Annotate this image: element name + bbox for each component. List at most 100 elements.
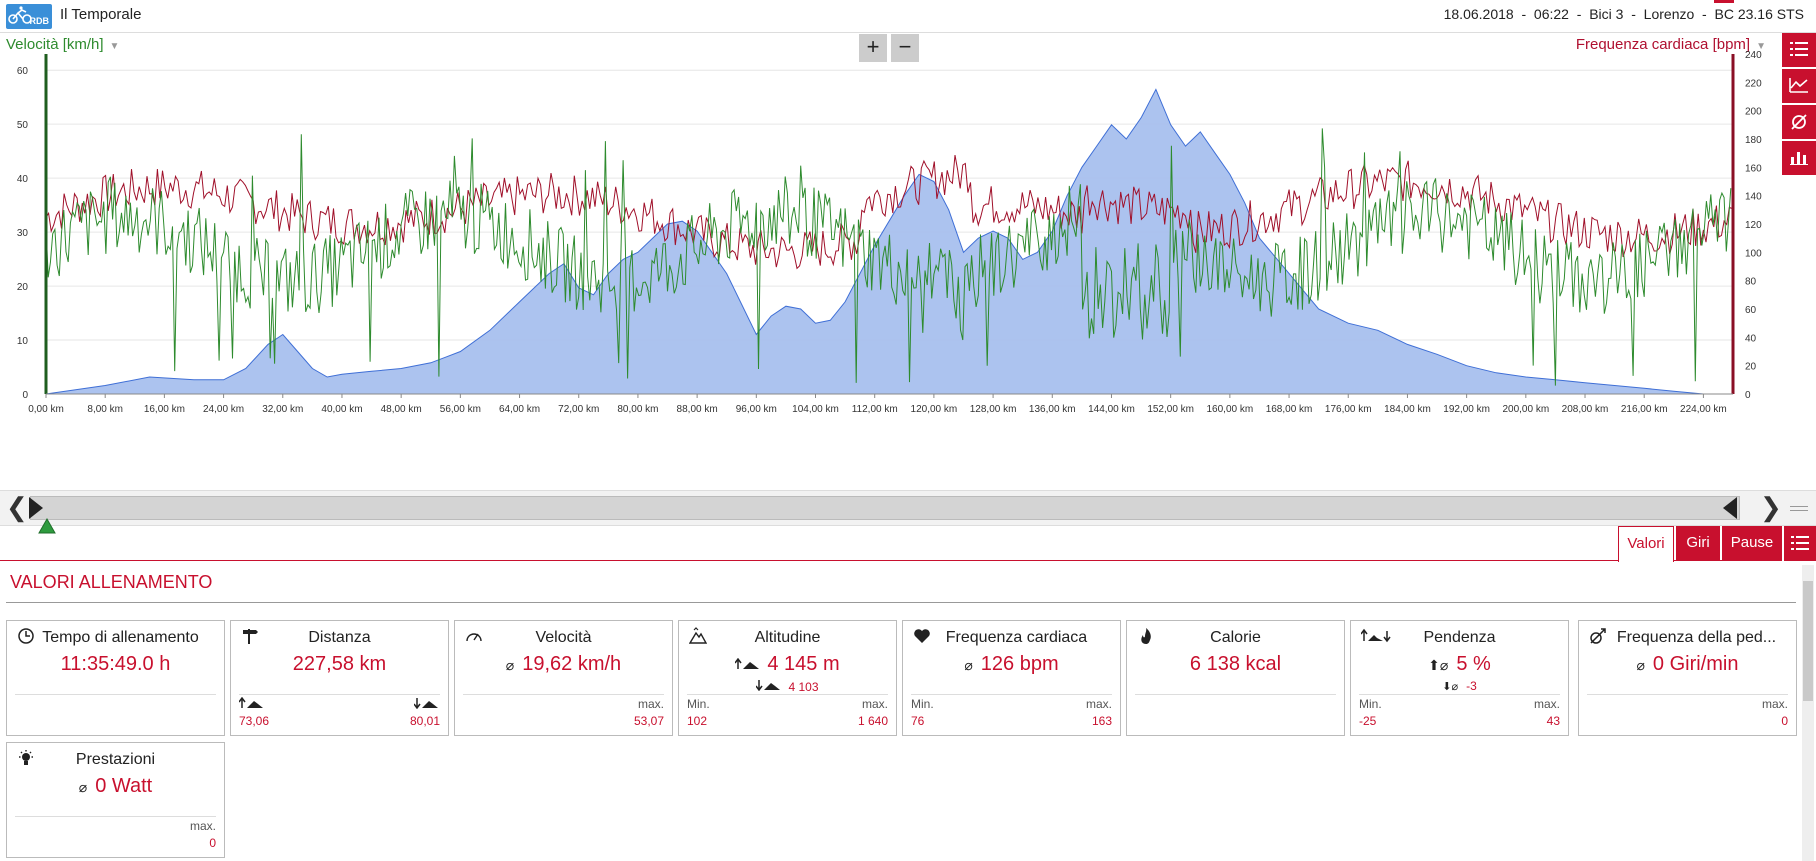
section-divider	[6, 602, 1796, 603]
right-axis-title: Frequenza cardiaca [bpm]	[1575, 36, 1751, 53]
drag-handle-icon[interactable]	[1790, 506, 1808, 511]
max-value: 43	[1546, 714, 1560, 728]
y-left-tick-label: 40	[17, 174, 29, 185]
card-heart-rate[interactable]: Frequenza cardiaca ⌀ 126 bpm Min. max. 76…	[902, 620, 1121, 736]
x-tick-label: 216,00 km	[1621, 404, 1668, 415]
page-scrollbar[interactable]	[1802, 565, 1814, 861]
x-tick-label: 160,00 km	[1207, 404, 1254, 415]
min-value: 102	[687, 714, 708, 728]
card-divider	[687, 694, 888, 695]
average-icon: ⌀	[78, 779, 88, 795]
chevron-down-icon: ▼	[1756, 41, 1766, 52]
session-date: 18.06.2018	[1443, 6, 1514, 22]
x-tick-label: 200,00 km	[1502, 404, 1549, 415]
card-title: Calorie	[1210, 629, 1261, 646]
card-divider	[911, 694, 1112, 695]
x-tick-label: 224,00 km	[1680, 404, 1727, 415]
y-right-tick-label: 160	[1745, 163, 1762, 174]
session-time: 06:22	[1533, 6, 1569, 22]
card-divider	[15, 694, 216, 695]
max-label: max.	[1533, 697, 1560, 711]
card-title: Frequenza della ped...	[1616, 629, 1777, 646]
heart-rate-line	[45, 155, 1733, 270]
top-bar: RDB Il Temporale 18.06.2018 - 06:22 - Bi…	[0, 0, 1816, 33]
card-title: Velocità	[535, 629, 592, 646]
y-left-tick-label: 10	[17, 336, 29, 347]
card-speed[interactable]: Velocità ⌀ 19,62 km/h max. 53,07	[454, 620, 673, 736]
card-calories[interactable]: Calorie 6 138 kcal	[1126, 620, 1345, 736]
card-value-row: 4 145 m	[679, 653, 896, 676]
card-title: Tempo di allenamento	[42, 629, 199, 646]
card-divider	[15, 816, 216, 817]
card-value: 0 Giri/min	[1652, 653, 1739, 675]
card-value-row: ⌀ 0 Watt	[7, 775, 224, 798]
card-title: Pendenza	[1423, 629, 1496, 646]
range-scrollbar[interactable]: ❮ ❯	[0, 490, 1816, 534]
training-chart[interactable]: 0 10 20 30 40 50 60 0 20 40 60 80 100 120 140 160 180 200…	[0, 32, 1780, 512]
x-tick-label: 72,00 km	[558, 404, 599, 415]
card-divider	[463, 694, 664, 695]
card-value-row: ⌀ 126 bpm	[903, 653, 1120, 676]
heart-rate-series	[45, 155, 1733, 270]
card-sub-row: ⬇⌀ -3	[1351, 679, 1568, 693]
max-label: max.	[861, 697, 888, 711]
ascent-icon	[734, 657, 760, 669]
list-view-button[interactable]	[1782, 33, 1816, 67]
card-divider	[1359, 694, 1560, 695]
card-training-time[interactable]: Tempo di allenamento 11:35:49.0 h	[6, 620, 225, 736]
bar-chart-button[interactable]	[1782, 141, 1816, 175]
card-value: 11:35:49.0 h	[60, 653, 171, 675]
average-icon: ⌀	[1636, 657, 1645, 673]
card-slope[interactable]: Pendenza ⬆⌀ 5 % ⬇⌀ -3 Min. max. -25 43	[1350, 620, 1569, 736]
logo-text: RDB	[29, 16, 50, 26]
scrollbar-thumb[interactable]	[1803, 581, 1813, 701]
average-button[interactable]	[1782, 105, 1816, 139]
min-value: 76	[911, 714, 925, 728]
list-icon	[1790, 42, 1808, 56]
x-tick-label: 56,00 km	[440, 404, 481, 415]
card-title: Frequenza cardiaca	[945, 629, 1088, 646]
card-divider	[1135, 694, 1336, 695]
tab-pause[interactable]: Pause	[1722, 526, 1782, 561]
min-label: Min.	[911, 697, 934, 711]
tab-giri[interactable]: Giri	[1676, 526, 1720, 561]
scroll-left-icon[interactable]: ❮	[6, 492, 28, 522]
tab-valori[interactable]: Valori	[1618, 526, 1674, 562]
y-right-tick-label: 220	[1745, 78, 1762, 89]
x-tick-label: 184,00 km	[1384, 404, 1431, 415]
tab-list-button[interactable]	[1784, 526, 1816, 561]
line-chart-button[interactable]	[1782, 69, 1816, 103]
x-tick-label: 64,00 km	[499, 404, 540, 415]
card-cadence[interactable]: Frequenza della ped... ⌀ 0 Giri/min max. …	[1578, 620, 1797, 736]
card-divider	[239, 694, 440, 695]
scroll-right-icon[interactable]: ❯	[1760, 492, 1782, 522]
card-power[interactable]: Prestazioni ⌀ 0 Watt max. 0	[6, 742, 225, 858]
uphill-distance: 73,06	[239, 714, 270, 728]
app-logo[interactable]: RDB	[6, 4, 52, 29]
avg-down-icon: ⬇⌀	[1442, 681, 1459, 693]
range-track[interactable]	[29, 496, 1740, 534]
x-tick-label: 48,00 km	[381, 404, 422, 415]
slope-icon	[1361, 628, 1391, 643]
app-title: Il Temporale	[60, 6, 142, 23]
card-distance[interactable]: Distanza 227,58 km 73,06 80,01	[230, 620, 449, 736]
max-value: 53,07	[633, 714, 664, 728]
card-value: 126 bpm	[980, 653, 1059, 675]
lightbulb-icon	[19, 750, 33, 765]
right-axis-selector[interactable]: Frequenza cardiaca [bpm] ▼	[1576, 36, 1766, 53]
avg-up-icon: ⬆⌀	[1428, 657, 1449, 673]
y-left-tick-label: 50	[17, 120, 29, 131]
zoom-in-button[interactable]: +	[859, 34, 887, 62]
chart-axes: 0 10 20 30 40 50 60 0 20 40 60 80 100 120 140 160 180 200…	[17, 50, 1762, 415]
y-right-tick-label: 40	[1745, 333, 1757, 344]
left-axis-selector[interactable]: Velocità [km/h] ▼	[6, 36, 119, 53]
y-right-tick-label: 180	[1745, 135, 1762, 146]
x-tick-label: 144,00 km	[1088, 404, 1135, 415]
y-right-tick-label: 120	[1745, 220, 1762, 231]
card-altitude[interactable]: Altitudine 4 145 m 4 103 Min. max. 102 1…	[678, 620, 897, 736]
zoom-out-button[interactable]: −	[891, 34, 919, 62]
session-bike: Bici 3	[1589, 6, 1624, 22]
crank-icon	[1590, 628, 1606, 644]
x-tick-label: 8,00 km	[87, 404, 123, 415]
session-indicator	[1714, 0, 1734, 3]
